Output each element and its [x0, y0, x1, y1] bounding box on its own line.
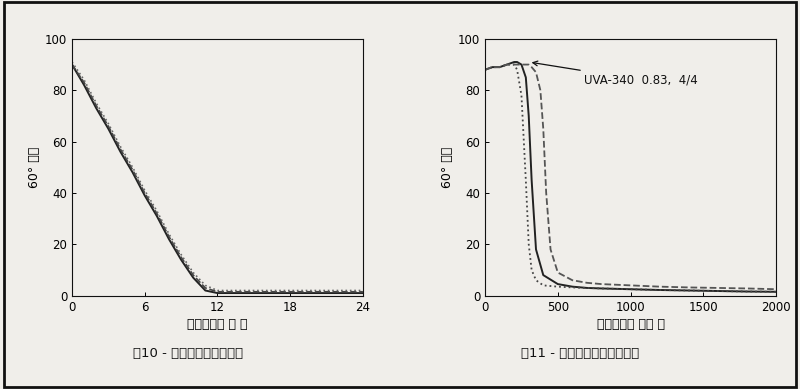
X-axis label: 曝晒时间（ 月 ）: 曝晒时间（ 月 ） [187, 318, 248, 331]
Text: 图11 - 环氧树脂、实验室老化: 图11 - 环氧树脂、实验室老化 [521, 347, 639, 361]
X-axis label: 曝晒时间（ 小时 ）: 曝晒时间（ 小时 ） [597, 318, 665, 331]
Text: UVA-340  0.83,  4/4: UVA-340 0.83, 4/4 [533, 61, 698, 86]
Text: 图10 - 环氧树脂、户外老化: 图10 - 环氧树脂、户外老化 [133, 347, 243, 361]
Y-axis label: 60° 光泽: 60° 光泽 [28, 147, 41, 188]
Y-axis label: 60° 光泽: 60° 光泽 [441, 147, 454, 188]
